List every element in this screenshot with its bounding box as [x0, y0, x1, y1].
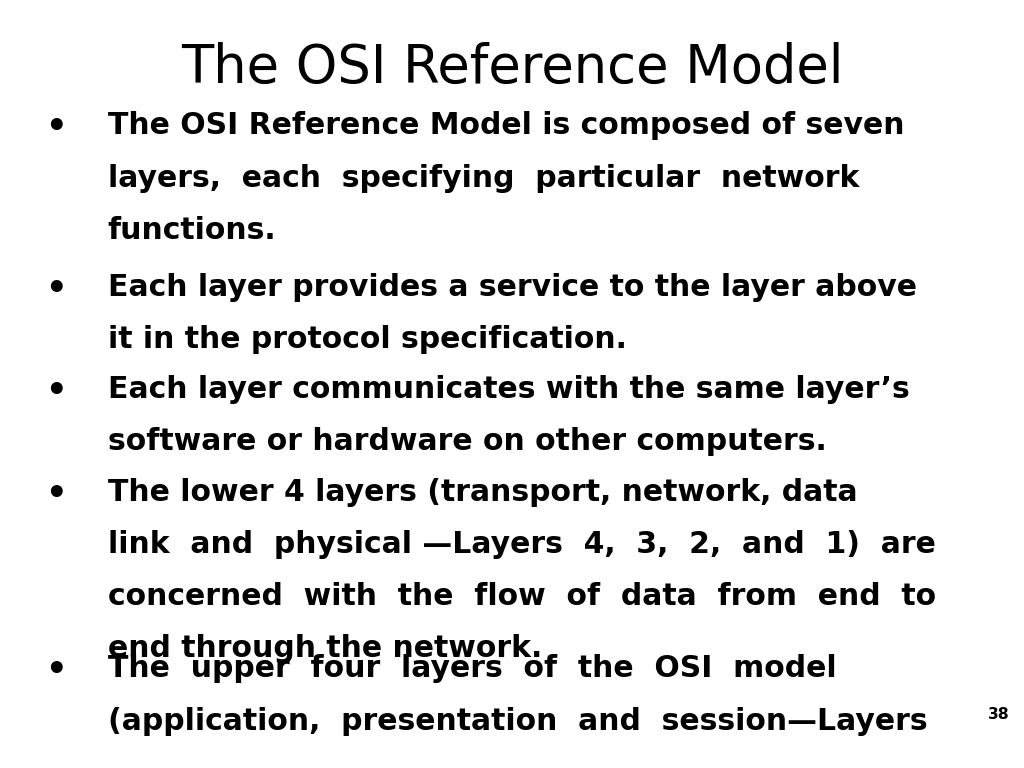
Text: layers,  each  specifying  particular  network: layers, each specifying particular netwo…: [108, 164, 859, 193]
Text: •: •: [45, 654, 68, 687]
Text: (application,  presentation  and  session—Layers: (application, presentation and session—L…: [108, 707, 927, 736]
Text: Each layer communicates with the same layer’s: Each layer communicates with the same la…: [108, 375, 909, 404]
Text: end through the network.: end through the network.: [108, 634, 542, 664]
Text: The lower 4 layers (transport, network, data: The lower 4 layers (transport, network, …: [108, 478, 857, 507]
Text: The  upper  four  layers  of  the  OSI  model: The upper four layers of the OSI model: [108, 654, 837, 684]
Text: The OSI Reference Model is composed of seven: The OSI Reference Model is composed of s…: [108, 111, 904, 141]
Text: •: •: [45, 273, 68, 306]
Text: software or hardware on other computers.: software or hardware on other computers.: [108, 427, 826, 456]
Text: •: •: [45, 375, 68, 408]
Text: Each layer provides a service to the layer above: Each layer provides a service to the lay…: [108, 273, 916, 302]
Text: •: •: [45, 111, 68, 144]
Text: The OSI Reference Model: The OSI Reference Model: [181, 42, 843, 94]
Text: 38: 38: [988, 707, 1010, 722]
Text: •: •: [45, 478, 68, 511]
Text: functions.: functions.: [108, 216, 276, 245]
Text: it in the protocol specification.: it in the protocol specification.: [108, 325, 627, 354]
Text: link  and  physical —Layers  4,  3,  2,  and  1)  are: link and physical —Layers 4, 3, 2, and 1…: [108, 530, 935, 559]
Text: concerned  with  the  flow  of  data  from  end  to: concerned with the flow of data from end…: [108, 582, 936, 611]
